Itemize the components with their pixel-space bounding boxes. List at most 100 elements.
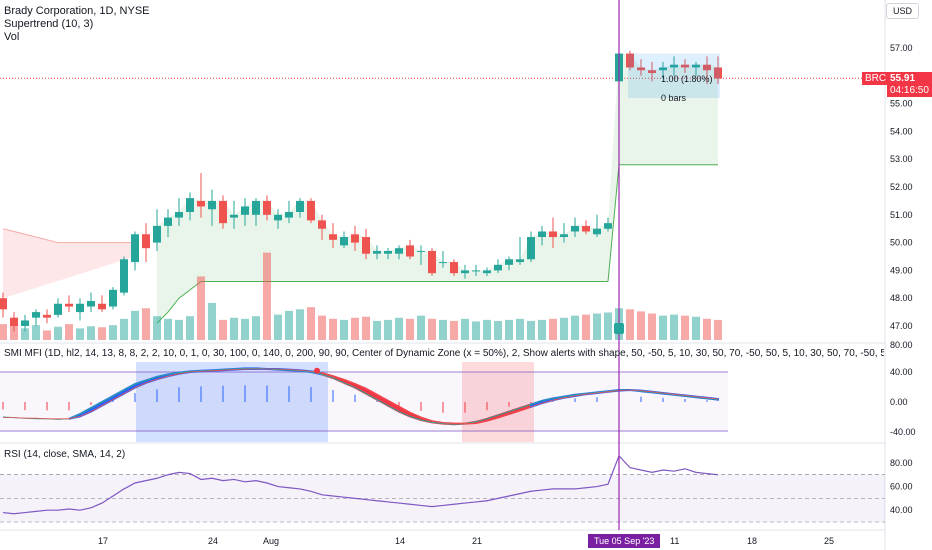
candle-body: [538, 231, 546, 238]
volume-bar: [175, 319, 183, 340]
price-axis-label: 47.00: [890, 321, 913, 331]
volume-bar: [197, 276, 205, 340]
volume-bar: [505, 319, 513, 340]
candle-body: [395, 248, 403, 254]
price-axis-label: 49.00: [890, 265, 913, 275]
candle-body: [131, 234, 139, 263]
time-axis-label: 24: [208, 536, 218, 546]
symbol-badge: BRC: [862, 72, 890, 85]
candle-body: [274, 214, 282, 221]
time-axis-label: 25: [824, 536, 834, 546]
volume-bar: [626, 309, 634, 340]
volume-bar: [54, 326, 62, 340]
candle-body: [692, 64, 700, 68]
volume-bar: [461, 318, 469, 340]
candle-body: [714, 67, 722, 79]
candle-body: [164, 217, 172, 226]
volume-bar: [252, 316, 260, 340]
volume-bar: [604, 312, 612, 340]
countdown-badge: 04:16:50: [887, 84, 932, 97]
volume-bar: [417, 315, 425, 340]
volume-bar: [263, 252, 271, 340]
volume-bar: [142, 308, 150, 340]
smi-line: [2, 367, 719, 425]
candle-body: [87, 300, 95, 307]
volume-bar: [219, 319, 227, 340]
candle-body: [626, 53, 634, 68]
smi-highlight-blue: [136, 362, 328, 442]
candle-body: [285, 212, 293, 218]
candle-body: [373, 250, 381, 254]
volume-bar: [307, 307, 315, 340]
indicator-volume-label[interactable]: Vol: [4, 31, 20, 43]
supertrend-up-line-jump: [607, 164, 620, 282]
candle-body: [208, 200, 216, 210]
currency-button[interactable]: USD: [886, 3, 920, 19]
volume-bar: [681, 315, 689, 340]
rsi-line: [2, 454, 719, 515]
volume-bar: [0, 324, 7, 340]
volume-bar: [428, 318, 436, 340]
volume-bar: [87, 326, 95, 340]
volume-bar: [230, 317, 238, 340]
candle-body: [65, 303, 73, 307]
candle-body: [351, 234, 359, 243]
volume-bar: [241, 318, 249, 340]
volume-bar: [659, 315, 667, 340]
volume-bar: [208, 302, 216, 340]
volume-bar: [472, 321, 480, 340]
candle-body: [428, 250, 436, 274]
volume-bar: [549, 318, 557, 340]
candle-body: [186, 198, 194, 213]
candle-body: [307, 200, 315, 221]
volume-bar: [637, 311, 645, 340]
candle-body: [54, 303, 62, 315]
supertrend-up-fill: [157, 53, 718, 324]
volume-bar: [32, 325, 40, 340]
volume-bar: [373, 320, 381, 340]
smi-title[interactable]: SMI MFI (1D, hl2, 14, 13, 8, 8, 2, 2, 10…: [4, 348, 884, 359]
time-axis-label: Aug: [263, 536, 279, 546]
volume-bar: [494, 320, 502, 340]
volume-bar: [527, 320, 535, 340]
candle-body: [637, 67, 645, 71]
price-axis-label: 52.00: [890, 182, 913, 192]
candle-body: [318, 220, 326, 229]
candle-body: [681, 64, 689, 68]
measure-bars-text: 0 bars: [661, 93, 687, 103]
rsi-title[interactable]: RSI (14, close, SMA, 14, 2): [4, 449, 126, 460]
price-axis-label: 55.00: [890, 99, 913, 109]
candle-body: [516, 259, 524, 263]
measure-change-text: 1.00 (1.80%): [661, 74, 713, 84]
volume-bar: [670, 314, 678, 340]
candle-body: [120, 259, 128, 293]
candle-body: [670, 64, 678, 68]
candle-body: [417, 250, 425, 252]
volume-bar: [406, 318, 414, 340]
candle-body: [384, 250, 392, 254]
measure-box: [628, 53, 720, 99]
time-axis-label: 17: [98, 536, 108, 546]
candle-body: [98, 303, 106, 310]
volume-bar: [516, 318, 524, 340]
candle-body: [219, 200, 227, 224]
candle-body: [593, 228, 601, 235]
candle-body: [703, 64, 711, 71]
volume-bar: [43, 330, 51, 340]
indicator-supertrend-label[interactable]: Supertrend (10, 3): [4, 18, 94, 30]
price-axis-label: 57.00: [890, 43, 913, 53]
candle-body: [252, 200, 260, 215]
volume-bar: [153, 316, 161, 340]
volume-bar: [582, 314, 590, 340]
candle-body: [241, 206, 249, 215]
smi-axis-label: 0.00: [890, 397, 908, 407]
candle-body: [76, 303, 84, 313]
candle-body: [604, 223, 612, 229]
time-axis-label: 14: [395, 536, 405, 546]
candle-body: [32, 312, 40, 318]
candle-body: [142, 234, 150, 249]
crosshair-date-badge: Tue 05 Sep '23: [588, 534, 661, 548]
candle-body: [153, 225, 161, 243]
smi-axis-label: 40.00: [890, 367, 913, 377]
